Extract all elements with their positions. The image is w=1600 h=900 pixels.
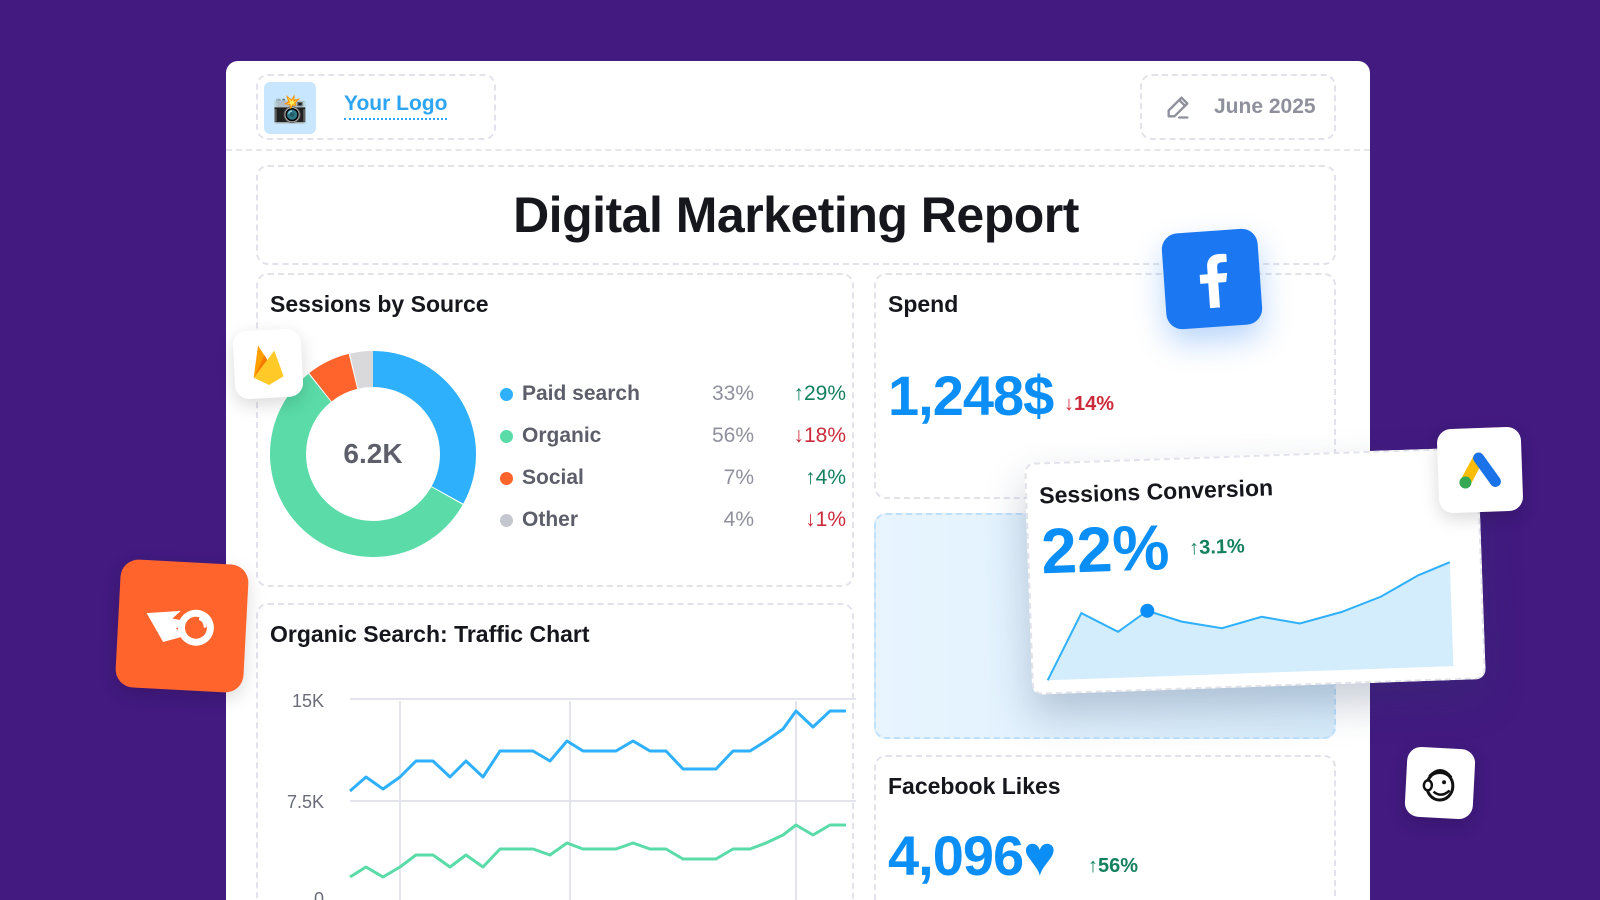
page-title: Digital Marketing Report xyxy=(513,187,1079,243)
legend-name: Other xyxy=(522,508,579,531)
organic-traffic-card: Organic Search: Traffic Chart 15K 7.5K 0 xyxy=(256,603,856,900)
semrush-icon xyxy=(114,558,250,694)
camera-icon: 📸 xyxy=(264,82,316,134)
legend-change: ↑4% xyxy=(805,466,846,489)
legend-item: Other 4% ↓1% xyxy=(500,499,846,541)
legend-name: Social xyxy=(522,466,584,489)
likes-change: ↑56% xyxy=(1088,855,1139,877)
y-tick-0: 0 xyxy=(314,889,324,900)
legend-change: ↑29% xyxy=(793,382,846,405)
spend-change: ↓14% xyxy=(1064,393,1115,415)
legend-dot xyxy=(500,387,513,401)
y-tick-7-5k: 7.5K xyxy=(287,792,324,812)
logo-text[interactable]: Your Logo xyxy=(344,92,448,120)
card-title: Facebook Likes xyxy=(888,773,1061,799)
mailchimp-icon xyxy=(1404,746,1476,820)
legend-pct: 4% xyxy=(723,508,754,531)
legend-item: Social 7% ↑4% xyxy=(500,457,846,499)
conversion-area-chart xyxy=(1046,561,1454,681)
firebase-icon xyxy=(232,328,304,400)
conversion-change: ↑3.1% xyxy=(1188,535,1246,560)
legend-name: Paid search xyxy=(522,382,640,405)
card-title: Sessions by Source xyxy=(270,291,489,317)
legend-dot xyxy=(500,513,513,527)
legend-pct: 56% xyxy=(711,424,754,447)
card-title: Sessions Conversion xyxy=(1038,474,1274,509)
legend-item: Paid search 33% ↑29% xyxy=(500,373,846,415)
legend-change: ↓18% xyxy=(793,424,846,447)
legend: Paid search 33% ↑29% Organic 56% ↓18% So… xyxy=(500,373,846,541)
sessions-conversion-card: Sessions Conversion 22% ↑3.1% xyxy=(1024,447,1486,695)
date-box[interactable]: June 2025 xyxy=(1140,74,1336,140)
likes-value: 4,096 xyxy=(888,824,1024,887)
sessions-by-source-card: Sessions by Source 6.2K Paid search 33% … xyxy=(256,273,854,587)
title-box: Digital Marketing Report xyxy=(256,165,1336,265)
donut-total: 6.2K xyxy=(343,438,403,469)
legend-pct: 7% xyxy=(723,466,754,489)
heart-icon: ♥ xyxy=(1023,824,1056,887)
legend-pct: 33% xyxy=(711,382,754,405)
google-ads-icon xyxy=(1436,426,1524,514)
card-title: Spend xyxy=(888,291,959,317)
facebook-icon xyxy=(1160,227,1264,331)
facebook-likes-card: Facebook Likes 4,096♥ ↑56% xyxy=(874,755,1336,900)
logo-box[interactable]: 📸 Your Logo xyxy=(256,74,496,140)
header-divider xyxy=(226,149,1370,151)
legend-dot xyxy=(500,429,513,443)
legend-item: Organic 56% ↓18% xyxy=(500,415,846,457)
spend-value: 1,248$ xyxy=(888,364,1054,427)
donut-chart xyxy=(270,351,476,557)
legend-dot xyxy=(500,471,513,485)
legend-name: Organic xyxy=(522,424,602,447)
card-title: Organic Search: Traffic Chart xyxy=(270,621,590,647)
legend-change: ↓1% xyxy=(805,508,846,531)
pencil-icon[interactable] xyxy=(1164,93,1192,121)
traffic-line-chart: 15K 7.5K 0 xyxy=(287,691,856,900)
y-tick-15k: 15K xyxy=(292,691,324,711)
report-date: June 2025 xyxy=(1214,95,1316,118)
likes-value-wrap: 4,096♥ xyxy=(888,823,1056,888)
